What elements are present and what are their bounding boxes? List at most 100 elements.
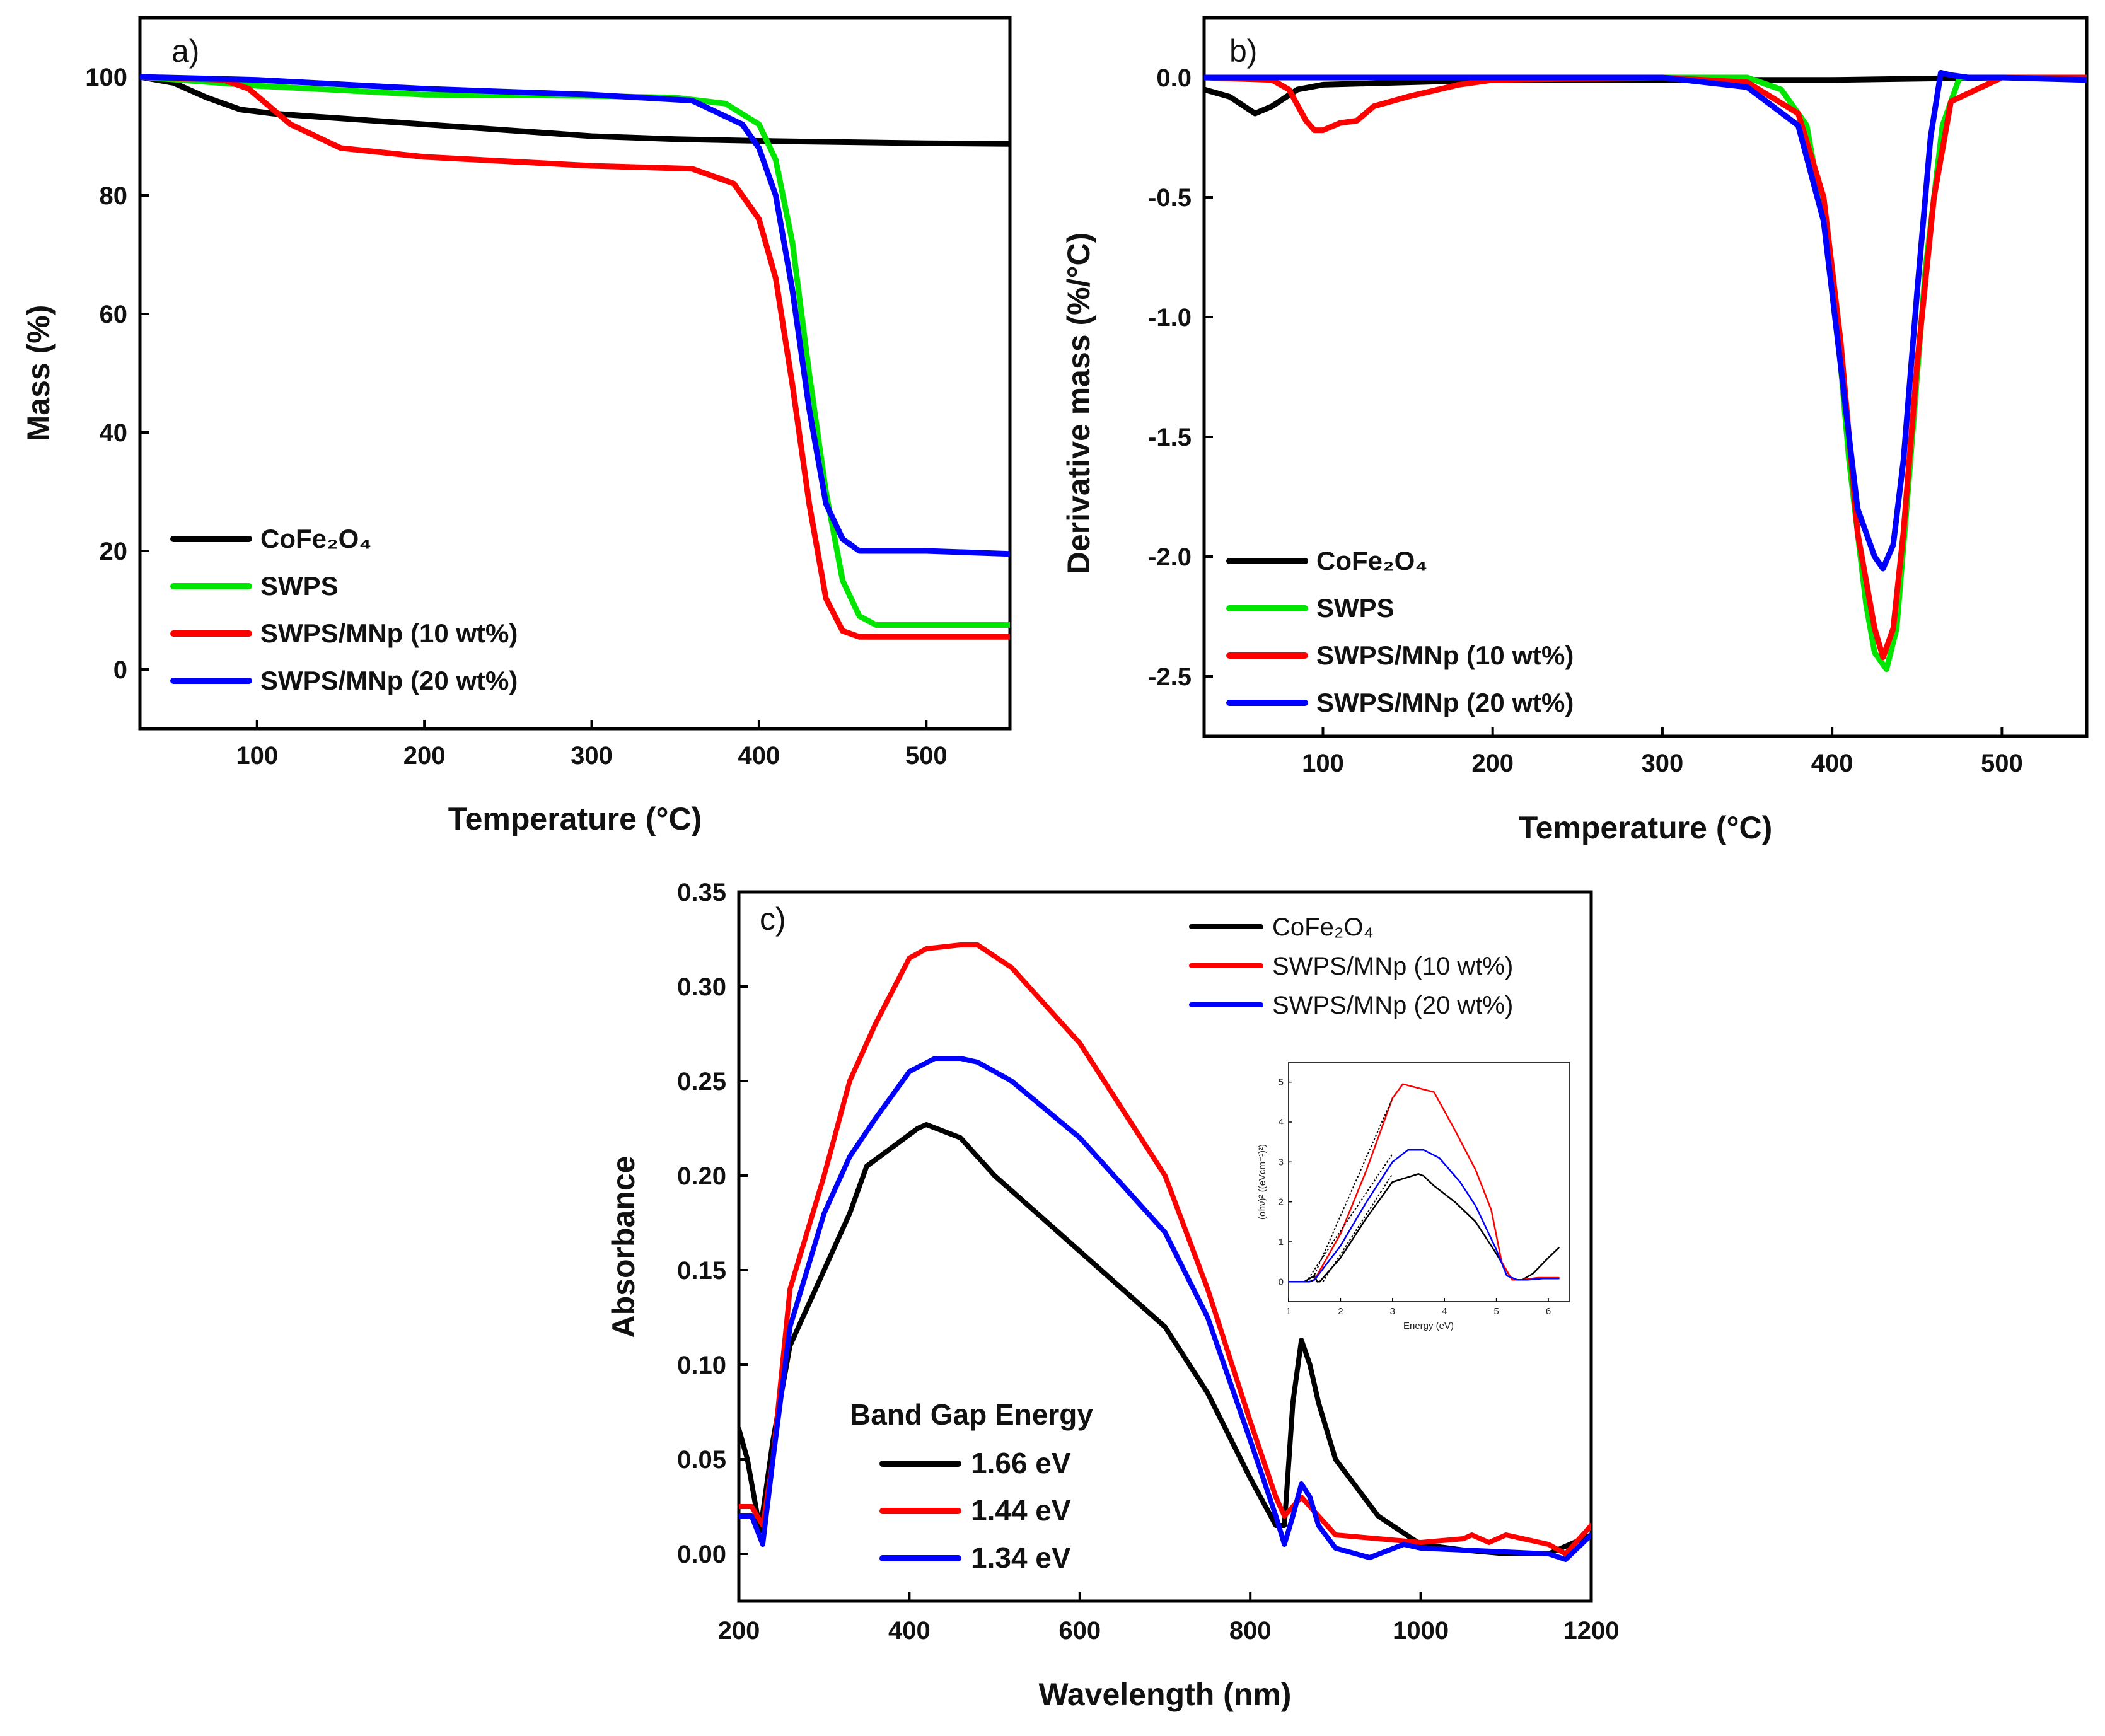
panel-a-x-tick-label: 200 [403, 742, 446, 770]
panel-c-y-tick-label: 0.35 [677, 879, 726, 906]
panel-b-x-title: Temperature (°C) [1519, 810, 1772, 845]
panel-b-x-tick-label: 200 [1471, 749, 1514, 777]
band-gap-value: 1.34 eV [971, 1541, 1071, 1574]
panel-c-y-tick-label: 0.00 [677, 1541, 726, 1568]
panel-a-legend-label: SWPS/MNp (20 wt%) [260, 666, 518, 695]
panel-b-y-tick-label: -1.0 [1148, 304, 1192, 332]
panel-c-x-tick-label: 1200 [1563, 1617, 1620, 1645]
panel-c-line-swps-mnp-20-wt [739, 1056, 1591, 1562]
inset-y-title: (αhν)² ((eVcm⁻¹)²) [1257, 1144, 1268, 1220]
inset-x-tick-label: 1 [1286, 1306, 1291, 1317]
panel-a-mass-chart: 100 200 300 400 500 0 20 40 60 80 100 a) Temperatu… [21, 16, 1012, 836]
panel-b-y-tick-label: -0.5 [1148, 184, 1192, 212]
panel-c-legend-label: CoFe₂O₄ [1272, 913, 1374, 941]
panel-c-ticks: 200 400 600 800 1000 1200 0.00 0.05 0.10 0.15 0.20… [677, 879, 1619, 1645]
panel-a-y-tick-label: 80 [100, 182, 128, 210]
panel-c-x-tick-label: 800 [1229, 1617, 1272, 1645]
panel-b-line-swps-mnp-10-wt [1204, 74, 2087, 661]
panel-b-x-tick-label: 500 [1981, 749, 2023, 777]
panel-b-x-tick-label: 400 [1811, 749, 1853, 777]
panel-b-line-cofe-o [1204, 74, 2087, 117]
panel-b-legend: CoFe₂O₄ SWPS SWPS/MNp (10 wt%) SWPS/MNp (20… [1226, 546, 1574, 717]
panel-a-x-tick-label: 500 [905, 742, 948, 770]
panel-b-legend-label: SWPS/MNp (20 wt%) [1316, 688, 1574, 717]
inset-y-tick-label: 1 [1279, 1237, 1284, 1247]
inset-tangent-line [1322, 1173, 1393, 1282]
panel-a-line-swps-mnp-10-wt [140, 74, 1010, 640]
band-gap-value: 1.44 eV [971, 1494, 1071, 1527]
inset-y-tick-label: 0 [1279, 1276, 1284, 1287]
panel-a-x-tick-label: 400 [738, 742, 780, 770]
inset-tangent-line [1311, 1097, 1393, 1282]
inset-y-tick-label: 4 [1279, 1117, 1284, 1128]
inset-y-tick-label: 5 [1279, 1077, 1284, 1088]
panel-a-y-tick-label: 0 [113, 656, 127, 684]
panel-b-y-tick-label: -1.5 [1148, 424, 1192, 451]
panel-a-y-title: Mass (%) [21, 305, 56, 442]
panel-a-legend: CoFe₂O₄ SWPS SWPS/MNp (10 wt%) SWPS/MNp (20… [170, 524, 518, 695]
panel-c-legend-label: SWPS/MNp (20 wt%) [1272, 992, 1513, 1019]
inset-series [1289, 1083, 1560, 1283]
panel-c-label: c) [760, 901, 786, 937]
inset-x-tick-label: 6 [1546, 1306, 1551, 1317]
inset-x-tick-label: 4 [1442, 1306, 1447, 1317]
panel-b-y-title: Derivative mass (%/°C) [1061, 233, 1096, 574]
panel-a-y-tick-label: 60 [100, 301, 128, 328]
band-gap-legend: Band Gap Energy 1.66 eV 1.44 eV 1.34 eV [850, 1398, 1093, 1574]
inset-tangent-line [1306, 1154, 1393, 1282]
panel-b-series [1204, 69, 2087, 673]
panel-c-frame [737, 890, 1593, 1603]
panel-a-line-swps-mnp-20-wt [140, 74, 1010, 557]
panel-b-line-swps-mnp-20-wt [1204, 69, 2087, 572]
panel-a-y-tick-label: 40 [100, 419, 128, 447]
panel-a-y-tick-label: 100 [85, 64, 127, 91]
panel-b-legend-label: SWPS/MNp (10 wt%) [1316, 640, 1574, 670]
inset-ticks: 1 2 3 4 5 6 0 1 2 3 4 5 [1279, 1077, 1551, 1317]
panel-b-x-tick-label: 100 [1302, 749, 1344, 777]
panel-c-line-cofe-o [739, 1122, 1591, 1556]
panel-a-line-cofe-o [140, 74, 1010, 147]
panel-c-line-swps-mnp-10-wt [739, 942, 1591, 1556]
panel-b-derivative-chart: 100 200 300 400 500 0.0 -0.5 -1.0 -1.5 -2.0 -2.5 b… [1061, 16, 2089, 845]
panel-c-y-tick-label: 0.20 [677, 1162, 726, 1190]
panel-a-legend-label: SWPS/MNp (10 wt%) [260, 618, 518, 648]
panel-a-legend-label: CoFe₂O₄ [260, 524, 371, 553]
panel-b-legend-label: CoFe₂O₄ [1316, 546, 1427, 576]
panel-b-frame [1202, 16, 2089, 738]
panel-c-y-tick-label: 0.10 [677, 1351, 726, 1379]
band-gap-value: 1.66 eV [971, 1447, 1071, 1479]
inset-y-tick-label: 2 [1279, 1197, 1284, 1208]
panel-b-line-swps [1204, 74, 2087, 673]
panel-a-x-title: Temperature (°C) [448, 801, 702, 836]
panel-c-legend-label: SWPS/MNp (10 wt%) [1272, 952, 1513, 980]
panel-c-series [739, 942, 1591, 1562]
panel-c-absorbance-chart: 200 400 600 800 1000 1200 0.00 0.05 0.10 0.15 0.20… [606, 879, 1619, 1712]
inset-x-title: Energy (eV) [1403, 1321, 1454, 1331]
panel-a-frame [138, 16, 1012, 731]
panel-c-y-tick-label: 0.15 [677, 1257, 726, 1285]
panel-b-ticks: 100 200 300 400 500 0.0 -0.5 -1.0 -1.5 -2.0 -2.5 [1148, 64, 2023, 777]
panel-a-legend-label: SWPS [260, 571, 339, 601]
panel-a-x-tick-label: 100 [236, 742, 278, 770]
inset-x-tick-label: 5 [1493, 1306, 1499, 1317]
panel-b-y-tick-label: -2.5 [1148, 663, 1192, 691]
panel-b-y-tick-label: 0.0 [1156, 64, 1192, 92]
inset-x-tick-label: 2 [1338, 1306, 1343, 1317]
panel-a-line-swps [140, 74, 1010, 628]
panel-c-x-title: Wavelength (nm) [1039, 1677, 1292, 1712]
panel-c-y-tick-label: 0.25 [677, 1068, 726, 1096]
panel-c-y-tick-label: 0.05 [677, 1446, 726, 1474]
panel-b-y-tick-label: -2.0 [1148, 543, 1192, 571]
panel-a-y-tick-label: 20 [100, 538, 128, 565]
panel-b-x-tick-label: 300 [1642, 749, 1684, 777]
inset-y-tick-label: 3 [1279, 1157, 1284, 1167]
panel-c-legend: CoFe₂O₄ SWPS/MNp (10 wt%) SWPS/MNp (20 wt%… [1189, 913, 1513, 1019]
panel-b-label: b) [1229, 33, 1257, 69]
inset-tauc-plot: 1 2 3 4 5 6 0 1 2 3 4 5 Energy (eV) (αhν)² ((eVcm⁻¹… [1257, 1062, 1570, 1331]
panel-c-y-tick-label: 0.30 [677, 973, 726, 1001]
panel-a-x-tick-label: 300 [571, 742, 613, 770]
band-gap-title: Band Gap Energy [850, 1398, 1093, 1431]
panel-c-x-tick-label: 400 [888, 1617, 931, 1645]
panel-a-series [140, 74, 1010, 640]
